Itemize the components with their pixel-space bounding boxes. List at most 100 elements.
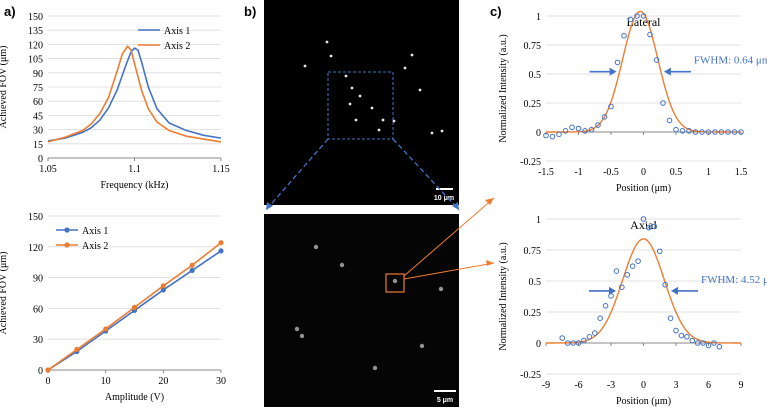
x-axis-title: Amplitude (V)	[105, 392, 164, 403]
y-axis-title: Achieved FOV (μm)	[0, 252, 9, 335]
y-tick-label: 15	[33, 140, 43, 151]
legend-label: Axis 2	[82, 241, 108, 252]
data-point	[595, 122, 601, 128]
data-point	[602, 303, 609, 309]
chart-title: Lateral	[627, 15, 662, 29]
y-tick-label: 105	[28, 55, 43, 66]
fwhm-arrow-right-head	[663, 67, 671, 76]
y-tick-label: 0	[38, 366, 43, 377]
zoom-arrow-right-head	[452, 202, 459, 210]
data-point	[635, 258, 641, 264]
data-point	[673, 126, 679, 133]
data-point	[601, 114, 608, 120]
data-point	[586, 334, 593, 340]
x-tick-label: -0.5	[603, 167, 619, 178]
y-tick-label: 120	[28, 40, 43, 51]
data-point	[624, 272, 631, 278]
bead-spot	[438, 286, 444, 292]
data-point	[694, 340, 701, 346]
zoomed-bead-spots	[294, 244, 444, 371]
zoomed-image	[264, 214, 459, 407]
lateral-profile-chart: -0.25 0 0.25 0.5 0.75 1 -1.5 -1 -0.5 0 0.5 1 1.5 Posi…	[498, 10, 767, 194]
y-tick-label: 150	[28, 212, 43, 223]
data-point	[627, 16, 634, 23]
x-tick-label: 10	[101, 376, 111, 387]
data-point	[718, 129, 725, 135]
bead-spot	[339, 262, 345, 268]
y-tick-label: 90	[33, 69, 43, 80]
data-point	[619, 284, 625, 291]
bottom-scale-label: 5 μm	[437, 397, 453, 404]
x-tick-label: 9	[739, 380, 744, 391]
data-point	[562, 128, 569, 134]
series-point	[160, 287, 166, 293]
data-point	[689, 337, 696, 344]
data-point	[549, 133, 556, 140]
bottom-scale-bar	[434, 390, 456, 392]
x-tick-label: 0	[641, 167, 646, 178]
bead-spot	[377, 128, 381, 132]
amplitude-response-chart: 0 30 60 90 120 150 0 10 20 30 Amplitude (V) Achieve…	[0, 212, 226, 403]
y-tick-label: 120	[28, 243, 43, 254]
data-point	[629, 263, 636, 269]
y-tick-label: -0.25	[520, 157, 541, 168]
x-axis-title: Frequency (kHz)	[100, 180, 168, 191]
x-tick-label: -1	[574, 167, 582, 178]
y-tick-label: 1	[536, 215, 541, 226]
panel-label-a: a)	[4, 4, 16, 19]
data-point	[738, 129, 744, 135]
y-tick-label: 0.75	[524, 246, 542, 257]
data-point	[647, 31, 653, 38]
y-tick-label: 0	[38, 154, 43, 165]
y-tick-label: 60	[33, 97, 43, 108]
axial-connector	[403, 262, 495, 280]
data-point	[581, 337, 587, 344]
data-point	[699, 129, 705, 135]
fwhm-arrow-left-head	[609, 67, 617, 76]
fwhm-annotation: FWHM: 0.64 μm	[694, 55, 767, 67]
top-scale-bar	[436, 188, 453, 190]
data-point	[570, 340, 576, 346]
legend-label: Axis 2	[164, 41, 190, 52]
data-point	[660, 100, 666, 106]
y-axis-title: Normalized Intensity (a.u.)	[498, 242, 509, 350]
overview-image	[264, 0, 459, 205]
x-tick-label: 0	[46, 376, 51, 387]
data-point	[621, 32, 627, 39]
bead-spot	[419, 343, 425, 349]
bead-spot	[440, 129, 444, 133]
y-tick-label: 0.5	[529, 277, 542, 288]
y-tick-label: 0.5	[529, 70, 542, 81]
x-tick-label: -3	[607, 380, 615, 391]
microscopy-panel: 10 μm 5 μm	[264, 0, 495, 407]
data-point	[634, 13, 640, 19]
selected-bead-marker	[385, 273, 405, 293]
legend-marker	[64, 227, 70, 233]
y-tick-label: 150	[28, 12, 43, 23]
data-point	[673, 327, 679, 334]
data-point	[686, 128, 692, 134]
zoom-connector-right	[392, 138, 460, 211]
gaussian-fit-curve	[545, 10, 741, 133]
bead-spot	[403, 66, 407, 70]
y-axis-title: Normalized Intensity (a.u.)	[498, 34, 509, 142]
data-point	[564, 340, 571, 346]
y-tick-label: 0.75	[524, 41, 542, 52]
bead-spot	[329, 54, 333, 58]
data-point	[591, 330, 598, 336]
data-point	[692, 129, 699, 135]
data-point	[640, 216, 647, 222]
bead-spot	[358, 94, 362, 98]
panel-label-c: c)	[490, 4, 502, 19]
series-point	[218, 248, 224, 254]
x-tick-label: -9	[542, 380, 550, 391]
bead-spot	[348, 102, 352, 106]
y-axis-title: Achieved FOV (μm)	[0, 46, 9, 129]
axial-connector-head	[486, 260, 494, 266]
x-tick-label: 6	[706, 380, 711, 391]
bead-spot	[372, 365, 378, 371]
data-point	[608, 103, 614, 110]
data-point	[559, 335, 566, 341]
bead-spot	[381, 118, 385, 122]
x-tick-label: 30	[216, 376, 226, 387]
